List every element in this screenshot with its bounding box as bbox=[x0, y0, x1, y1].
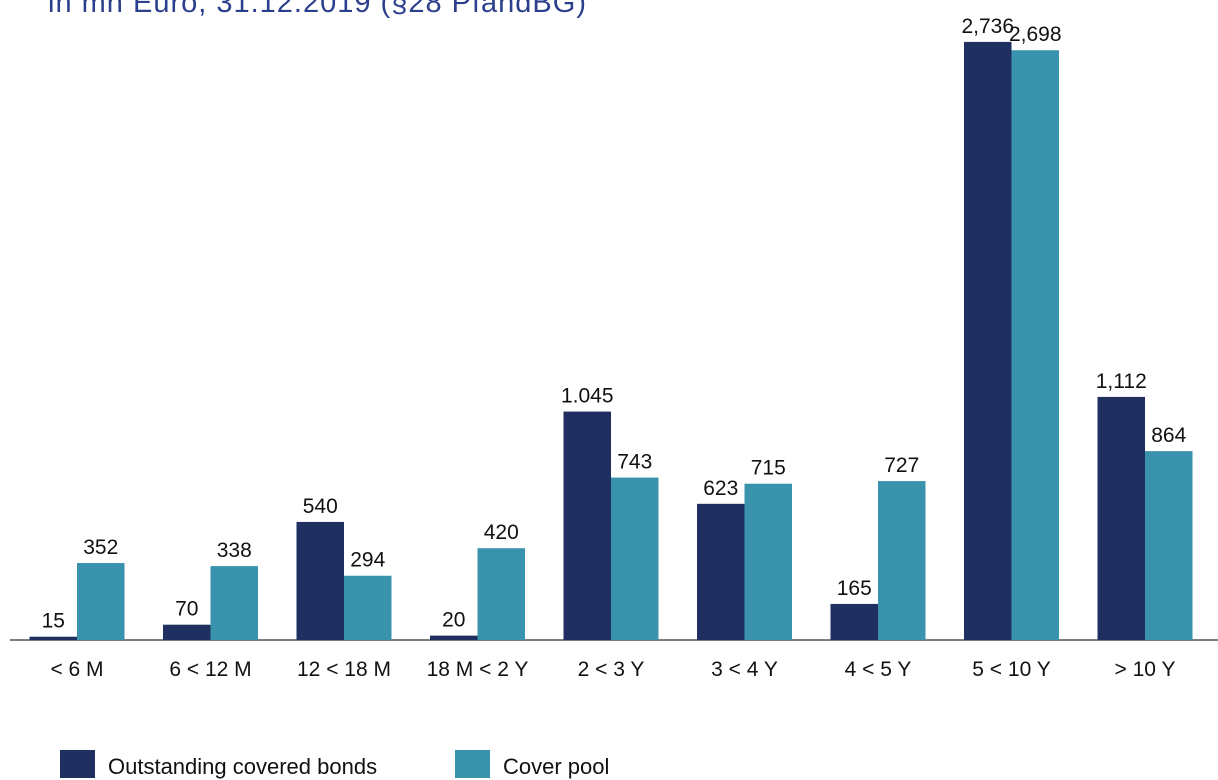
legend-label: Outstanding covered bonds bbox=[108, 754, 377, 779]
data-label: 715 bbox=[751, 457, 786, 480]
bar bbox=[1011, 50, 1059, 640]
bar bbox=[210, 566, 258, 640]
bar bbox=[77, 563, 125, 640]
data-label: 20 bbox=[442, 609, 465, 632]
bar bbox=[563, 411, 611, 640]
bar bbox=[964, 41, 1012, 640]
bar bbox=[830, 603, 878, 640]
data-label: 623 bbox=[703, 477, 738, 500]
bar bbox=[477, 548, 525, 640]
data-label: 743 bbox=[617, 451, 652, 474]
bar bbox=[1145, 451, 1193, 640]
bar bbox=[29, 636, 77, 640]
data-label: 1.045 bbox=[561, 385, 614, 408]
data-label: 864 bbox=[1151, 424, 1186, 447]
data-label: 2,736 bbox=[961, 15, 1014, 38]
bar bbox=[163, 624, 211, 640]
x-tick-label: 6 < 12 M bbox=[169, 658, 251, 681]
x-tick-label: 18 M < 2 Y bbox=[427, 658, 529, 681]
data-label: 352 bbox=[83, 536, 118, 559]
x-tick-label: 4 < 5 Y bbox=[845, 658, 912, 681]
x-tick-label: 12 < 18 M bbox=[297, 658, 391, 681]
bar bbox=[744, 483, 792, 640]
data-label: 165 bbox=[837, 577, 872, 600]
bar bbox=[878, 481, 926, 640]
x-tick-label: 5 < 10 Y bbox=[972, 658, 1050, 681]
legend-swatch bbox=[455, 750, 490, 778]
bar bbox=[344, 575, 392, 640]
chart-title: in mn Euro, 31.12.2019 (§28 PfandBG) bbox=[48, 0, 587, 19]
data-label: 1,112 bbox=[1096, 370, 1147, 393]
data-label: 70 bbox=[175, 598, 198, 621]
data-label: 727 bbox=[884, 454, 919, 477]
x-tick-label: < 6 M bbox=[50, 658, 103, 681]
bar bbox=[296, 521, 344, 640]
legend-swatch bbox=[60, 750, 95, 778]
data-label: 15 bbox=[42, 610, 65, 633]
x-tick-label: > 10 Y bbox=[1115, 658, 1176, 681]
data-label: 420 bbox=[484, 521, 519, 544]
data-label: 2,698 bbox=[1009, 23, 1062, 46]
bar bbox=[1097, 396, 1145, 640]
legend-label: Cover pool bbox=[503, 754, 609, 779]
bar bbox=[697, 503, 745, 640]
data-label: 294 bbox=[350, 549, 385, 572]
bar bbox=[430, 635, 478, 640]
x-tick-label: 3 < 4 Y bbox=[711, 658, 778, 681]
x-tick-label: 2 < 3 Y bbox=[578, 658, 645, 681]
data-label: 540 bbox=[303, 495, 338, 518]
data-label: 338 bbox=[217, 539, 252, 562]
bar bbox=[611, 477, 659, 640]
